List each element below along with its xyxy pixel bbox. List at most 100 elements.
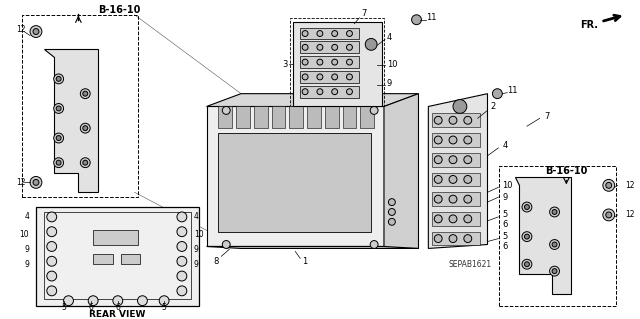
Bar	[300, 41, 359, 53]
Circle shape	[177, 227, 187, 237]
Circle shape	[435, 136, 442, 144]
Bar	[218, 133, 371, 232]
Circle shape	[317, 44, 323, 50]
Circle shape	[552, 210, 557, 214]
Bar	[44, 212, 191, 299]
Text: 9: 9	[194, 260, 198, 269]
Text: 4: 4	[387, 33, 392, 42]
Circle shape	[435, 235, 442, 242]
Circle shape	[365, 39, 377, 50]
Circle shape	[603, 209, 614, 221]
Text: 6: 6	[115, 303, 120, 312]
Circle shape	[492, 89, 502, 99]
Circle shape	[88, 296, 98, 306]
Text: FR.: FR.	[580, 20, 598, 30]
Polygon shape	[44, 49, 98, 192]
Circle shape	[63, 296, 74, 306]
Bar	[432, 113, 479, 127]
Circle shape	[449, 175, 457, 183]
Circle shape	[522, 202, 532, 212]
Bar	[236, 107, 250, 128]
Text: 4: 4	[502, 141, 508, 151]
Circle shape	[302, 44, 308, 50]
Text: 11: 11	[508, 86, 518, 95]
Bar	[325, 107, 339, 128]
Circle shape	[346, 44, 353, 50]
Text: 6: 6	[502, 242, 508, 251]
Bar	[432, 232, 479, 246]
Text: 11: 11	[426, 13, 437, 22]
Text: B-16-10: B-16-10	[545, 166, 588, 175]
Circle shape	[449, 136, 457, 144]
Circle shape	[317, 59, 323, 65]
Text: 4: 4	[194, 212, 198, 221]
Circle shape	[30, 26, 42, 37]
Circle shape	[33, 29, 39, 34]
Circle shape	[317, 74, 323, 80]
Text: 1: 1	[303, 257, 308, 266]
Bar	[291, 18, 384, 107]
Text: 4: 4	[24, 212, 29, 221]
Circle shape	[56, 106, 61, 111]
Circle shape	[81, 89, 90, 99]
Circle shape	[47, 227, 57, 237]
Text: 5: 5	[162, 303, 166, 312]
Circle shape	[346, 74, 353, 80]
Circle shape	[33, 179, 39, 185]
Text: B-16-10: B-16-10	[98, 5, 140, 15]
Circle shape	[435, 215, 442, 223]
Circle shape	[47, 241, 57, 251]
Circle shape	[435, 195, 442, 203]
Circle shape	[138, 296, 147, 306]
Circle shape	[177, 241, 187, 251]
Circle shape	[47, 271, 57, 281]
Text: 12: 12	[625, 181, 635, 190]
Text: 6: 6	[502, 220, 508, 229]
Circle shape	[177, 286, 187, 296]
Bar	[93, 230, 138, 244]
Bar	[218, 107, 232, 128]
Bar	[307, 107, 321, 128]
Circle shape	[435, 175, 442, 183]
Bar	[22, 15, 138, 197]
Text: 9: 9	[24, 260, 29, 269]
Circle shape	[522, 232, 532, 241]
Bar	[432, 133, 479, 147]
Circle shape	[552, 269, 557, 274]
Circle shape	[222, 241, 230, 249]
Circle shape	[550, 240, 559, 249]
Text: 12: 12	[16, 178, 26, 187]
Circle shape	[388, 209, 396, 215]
Text: 7: 7	[362, 9, 367, 18]
Circle shape	[302, 74, 308, 80]
Circle shape	[522, 259, 532, 269]
Polygon shape	[515, 177, 572, 294]
Circle shape	[54, 74, 63, 84]
Polygon shape	[428, 94, 488, 249]
Circle shape	[81, 123, 90, 133]
Circle shape	[332, 74, 338, 80]
Text: 9: 9	[24, 245, 29, 254]
Circle shape	[550, 207, 559, 217]
Circle shape	[30, 176, 42, 188]
Circle shape	[464, 136, 472, 144]
Circle shape	[524, 262, 529, 267]
Circle shape	[552, 242, 557, 247]
Text: 5: 5	[502, 232, 508, 241]
Circle shape	[302, 59, 308, 65]
Circle shape	[54, 133, 63, 143]
Bar	[254, 107, 268, 128]
Bar	[432, 212, 479, 226]
Bar	[300, 86, 359, 98]
Circle shape	[346, 89, 353, 95]
Polygon shape	[207, 94, 419, 107]
Circle shape	[54, 104, 63, 113]
Circle shape	[464, 116, 472, 124]
Circle shape	[464, 195, 472, 203]
Circle shape	[435, 156, 442, 164]
Text: 5: 5	[502, 211, 508, 219]
Bar	[499, 166, 616, 306]
Circle shape	[388, 199, 396, 205]
Circle shape	[302, 89, 308, 95]
Text: 10: 10	[194, 230, 204, 239]
